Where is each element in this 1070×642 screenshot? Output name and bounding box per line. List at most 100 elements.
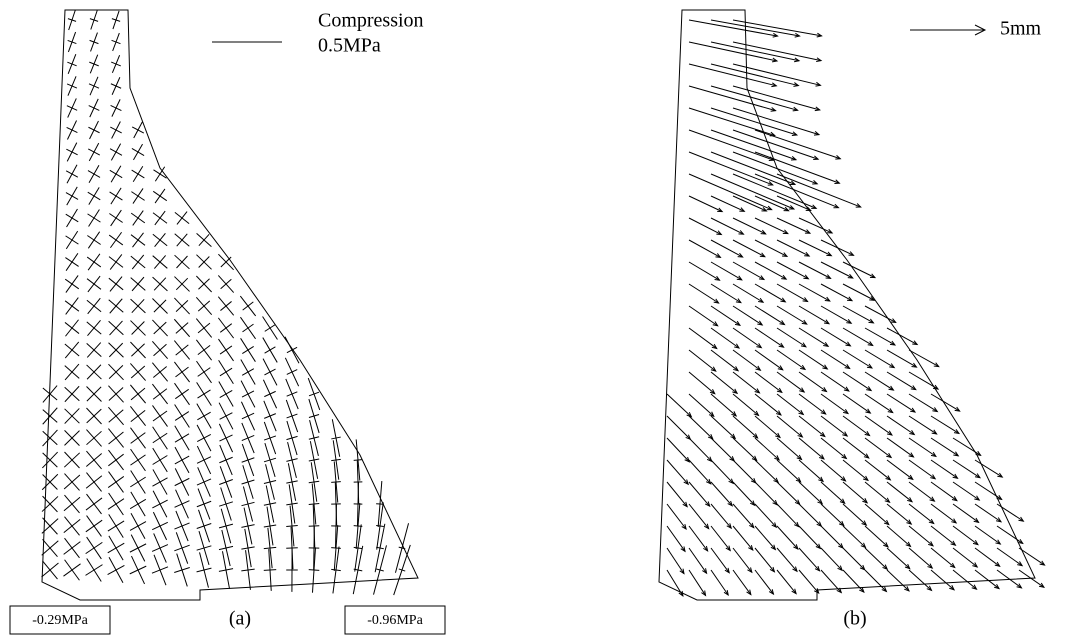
arrow-head (813, 155, 820, 161)
arrow-head (767, 181, 774, 186)
displacement-arrow (842, 283, 875, 301)
stress-cross (87, 275, 101, 293)
stress-cross (85, 564, 103, 576)
arrow-head (816, 57, 823, 63)
stress-cross (88, 165, 100, 183)
displacement-arrow (820, 547, 843, 571)
stress-cross (66, 142, 78, 162)
arrow-head (889, 363, 896, 369)
arrow-head (815, 81, 822, 87)
arrow-head (708, 411, 715, 418)
arrow-head (794, 32, 801, 38)
stress-cross (286, 502, 298, 506)
arrow-head (739, 207, 746, 212)
arrow-head (771, 82, 778, 88)
stress-cross (331, 568, 341, 572)
legend-value: 5mm (1000, 18, 1042, 40)
displacement-arrow (820, 415, 848, 437)
arrow-head (904, 586, 910, 592)
stress-cross (85, 497, 103, 511)
arrow-head (817, 499, 824, 505)
arrow-head (783, 206, 790, 212)
arrow-head (680, 546, 686, 553)
displacement-arrow (710, 63, 799, 87)
stress-cross (154, 188, 166, 204)
stress-cross (218, 523, 234, 529)
stress-cross (86, 386, 102, 402)
stress-cross (241, 479, 255, 485)
stress-cross (131, 254, 145, 270)
arrow-head (678, 590, 684, 597)
stress-cross (196, 478, 212, 486)
arrow-head (793, 82, 800, 87)
stress-cross (219, 434, 233, 442)
displacement-arrow (842, 371, 872, 391)
arrow-head (855, 203, 862, 208)
arrow-head (711, 343, 718, 350)
stress-cross (308, 436, 320, 440)
arrow-head (686, 411, 693, 418)
stress-cross (308, 503, 320, 505)
displacement-arrow (1018, 547, 1045, 566)
arrow-head (710, 366, 717, 372)
arrow-head (798, 409, 805, 416)
stress-cross (108, 364, 124, 380)
stress-cross (175, 388, 189, 400)
arrow-head (791, 588, 797, 595)
displacement-arrow (710, 503, 732, 529)
displacement-arrow (974, 547, 1000, 567)
stress-cross (131, 276, 145, 292)
displacement-arrow (776, 481, 801, 505)
stress-cross (175, 277, 189, 291)
arrow-head (788, 205, 796, 210)
displacement-arrow (908, 569, 932, 591)
displacement-arrow (710, 19, 800, 37)
displacement-arrow (754, 239, 788, 257)
displacement-arrow (886, 349, 917, 368)
stress-cross (331, 436, 341, 440)
arrow-head (949, 585, 955, 591)
arrow-head (995, 517, 1003, 523)
stress-cross (286, 413, 298, 419)
displacement-arrow (688, 107, 775, 136)
stress-cross (196, 433, 212, 443)
displacement-arrow (820, 437, 847, 459)
displacement-arrow (864, 503, 890, 525)
arrow-head (974, 473, 982, 479)
arrow-head (791, 131, 799, 136)
stress-cross (112, 32, 120, 52)
stress-cross (129, 565, 147, 575)
displacement-arrow (710, 239, 743, 258)
arrow-head (818, 476, 825, 483)
arrow-head (994, 561, 1001, 568)
displacement-arrow (798, 393, 826, 415)
arrow-head (769, 566, 776, 573)
stress-cross (219, 367, 233, 377)
arrow-head (794, 57, 801, 63)
arrow-head (768, 589, 775, 596)
displacement-arrow (952, 459, 981, 479)
stress-cross (176, 255, 188, 269)
displacement-arrow (776, 569, 797, 594)
displacement-arrow (974, 569, 1000, 589)
displacement-arrow (930, 415, 960, 434)
arrow-head (866, 386, 873, 392)
arrow-head (755, 365, 762, 372)
stress-cross (86, 408, 102, 424)
stress-cross (174, 411, 190, 421)
displacement-arrow (798, 327, 829, 347)
stress-cross (174, 500, 190, 508)
arrow-head (804, 229, 812, 234)
displacement-arrow (666, 503, 687, 530)
arrow-head (889, 340, 897, 346)
legend-value: 0.5MPa (318, 35, 381, 57)
stress-cross (131, 343, 145, 357)
displacement-arrow (820, 525, 844, 549)
displacement-arrow (732, 283, 764, 303)
arrow-head (734, 320, 742, 327)
arrow-head (908, 452, 915, 458)
arrow-head (1039, 560, 1046, 566)
displacement-arrow (732, 349, 761, 371)
stress-cross (66, 208, 78, 228)
stress-cross (264, 368, 276, 376)
